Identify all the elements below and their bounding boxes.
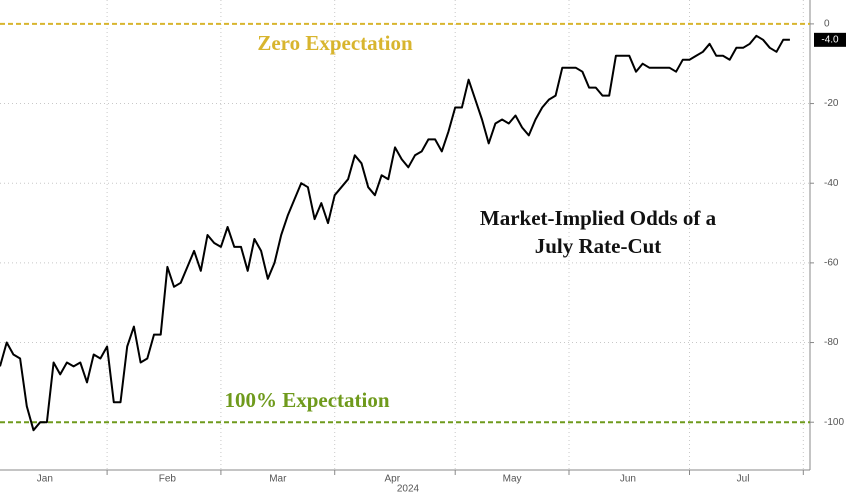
y-tick-label: -20	[824, 98, 839, 109]
data-line	[0, 34, 790, 432]
annotation: Zero Expectation	[257, 31, 413, 55]
x-tick-label: Feb	[159, 474, 177, 485]
y-tick-label: -100	[824, 417, 844, 428]
x-tick-label: Jan	[37, 474, 53, 485]
x-tick-label: Jul	[737, 474, 750, 485]
chart-title: Market-Implied Odds of a	[480, 206, 717, 230]
x-tick-label: Apr	[384, 474, 400, 485]
end-label-box	[814, 32, 846, 47]
x-tick-label: Jun	[620, 474, 636, 485]
end-label: -4.0	[821, 34, 839, 45]
chart-title: July Rate-Cut	[535, 234, 662, 258]
y-tick-label: -40	[824, 178, 839, 189]
x-tick-label: Mar	[269, 474, 287, 485]
y-tick-label: -80	[824, 337, 839, 348]
year-label: 2024	[397, 484, 420, 495]
annotation: 100% Expectation	[224, 388, 389, 412]
y-tick-label: 0	[824, 19, 830, 30]
y-tick-label: -60	[824, 258, 839, 269]
x-tick-label: May	[503, 474, 522, 485]
